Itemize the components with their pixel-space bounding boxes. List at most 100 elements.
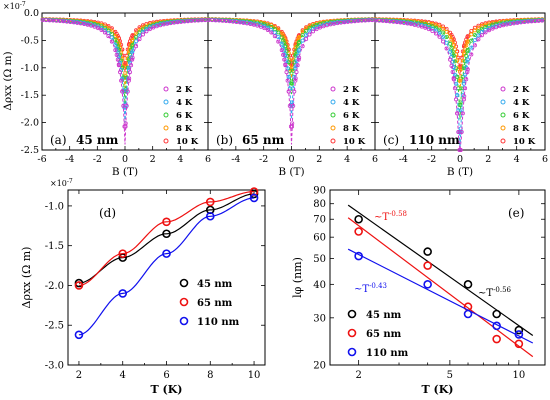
series-curve bbox=[208, 19, 375, 120]
data-point bbox=[318, 25, 323, 30]
data-point bbox=[140, 32, 145, 37]
x-tick-label: 10 bbox=[248, 370, 261, 381]
data-point bbox=[300, 38, 305, 43]
data-point bbox=[465, 67, 470, 72]
data-point bbox=[463, 59, 468, 64]
data-point bbox=[463, 72, 468, 77]
data-point bbox=[74, 281, 84, 290]
data-point bbox=[300, 44, 305, 49]
data-point bbox=[119, 78, 124, 83]
data-point bbox=[458, 78, 463, 83]
data-point bbox=[324, 23, 329, 28]
y-axis-label: lφ (nm) bbox=[291, 257, 304, 298]
data-point bbox=[293, 53, 298, 58]
legend-label: 8 K bbox=[513, 124, 530, 134]
data-point bbox=[286, 74, 291, 79]
fit-annotation: ~T-0.58 bbox=[374, 210, 407, 223]
x-tick-label: 4 bbox=[514, 154, 520, 165]
data-point bbox=[284, 48, 289, 53]
data-point bbox=[286, 89, 291, 94]
data-point bbox=[109, 39, 114, 44]
panel-3: -4 -2 0 2 4 6 B (T) 2 K 4 K 6 K 8 K 10 K (c) 110 nm bbox=[373, 12, 548, 178]
y-tick-label: 40 bbox=[313, 280, 326, 291]
data-point bbox=[508, 21, 513, 26]
x-tick-label: 6 bbox=[205, 154, 211, 165]
data-point bbox=[476, 29, 481, 34]
plot-frame bbox=[67, 189, 266, 366]
x-tick-label: -2 bbox=[259, 154, 268, 165]
data-point bbox=[147, 27, 152, 32]
data-point bbox=[514, 339, 524, 349]
data-point bbox=[463, 47, 468, 52]
data-point bbox=[433, 23, 438, 28]
data-point bbox=[472, 38, 477, 43]
legend-marker bbox=[500, 99, 506, 105]
data-point bbox=[116, 63, 121, 68]
x-tick-label: -4 bbox=[399, 154, 408, 165]
data-point bbox=[118, 70, 123, 75]
legend-label: 110 nm bbox=[197, 317, 240, 328]
data-point bbox=[455, 74, 460, 79]
data-point bbox=[130, 33, 135, 38]
legend-label: 65 nm bbox=[197, 298, 233, 309]
legend-marker bbox=[163, 112, 169, 118]
data-point bbox=[113, 37, 118, 42]
x-tick-label: 2 bbox=[76, 370, 82, 381]
data-point bbox=[255, 23, 260, 28]
data-point bbox=[461, 66, 466, 71]
data-point bbox=[85, 22, 90, 27]
y-exponent: ×10-7 bbox=[3, 1, 26, 11]
y-tick-label: 50 bbox=[313, 254, 326, 265]
panel-label: (d) bbox=[99, 206, 116, 220]
data-point bbox=[114, 52, 119, 57]
legend-marker bbox=[330, 125, 336, 131]
x-tick-label: 2 bbox=[485, 154, 491, 165]
data-point bbox=[464, 77, 469, 82]
data-point bbox=[487, 23, 492, 28]
data-point bbox=[279, 41, 284, 46]
legend-label: 45 nm bbox=[366, 310, 402, 321]
data-point bbox=[449, 45, 454, 50]
data-point bbox=[426, 25, 431, 30]
x-tick-label: 0 bbox=[122, 154, 128, 165]
legend-label: 6 K bbox=[343, 111, 360, 121]
data-point bbox=[129, 63, 134, 68]
y-tick-label: -1.5 bbox=[45, 241, 64, 252]
data-point bbox=[511, 21, 516, 26]
legend-label: 4 K bbox=[513, 98, 530, 108]
data-point bbox=[321, 24, 326, 29]
x-axis-label: B (T) bbox=[447, 166, 473, 178]
data-point bbox=[497, 22, 502, 27]
data-point bbox=[294, 70, 299, 75]
data-point bbox=[282, 41, 287, 46]
legend-label: 8 K bbox=[343, 124, 360, 134]
data-point bbox=[483, 22, 488, 27]
x-tick-label: 2 bbox=[150, 154, 156, 165]
legend-marker bbox=[179, 278, 189, 288]
x-tick-label: 5 bbox=[447, 370, 453, 381]
data-point bbox=[307, 32, 312, 37]
data-point bbox=[154, 24, 159, 29]
data-point bbox=[130, 57, 135, 62]
panel-title: 45 nm bbox=[76, 133, 119, 147]
data-point bbox=[113, 48, 118, 53]
data-point bbox=[460, 111, 465, 116]
y-tick-label: -2.0 bbox=[21, 118, 39, 129]
data-point bbox=[494, 23, 499, 28]
fit-line bbox=[347, 217, 534, 358]
data-point bbox=[455, 93, 460, 98]
data-point bbox=[293, 78, 298, 83]
data-point bbox=[448, 57, 453, 62]
y-tick-label: -2.5 bbox=[21, 145, 39, 156]
data-point bbox=[540, 18, 545, 23]
legend-label: 8 K bbox=[176, 124, 193, 134]
x-tick-label: 6 bbox=[542, 154, 548, 165]
data-point bbox=[463, 280, 473, 289]
data-point bbox=[137, 37, 142, 42]
x-axis-label: B (T) bbox=[112, 166, 138, 178]
data-point bbox=[430, 26, 435, 31]
data-point bbox=[282, 57, 287, 62]
data-point bbox=[440, 39, 445, 44]
data-point bbox=[295, 44, 300, 49]
